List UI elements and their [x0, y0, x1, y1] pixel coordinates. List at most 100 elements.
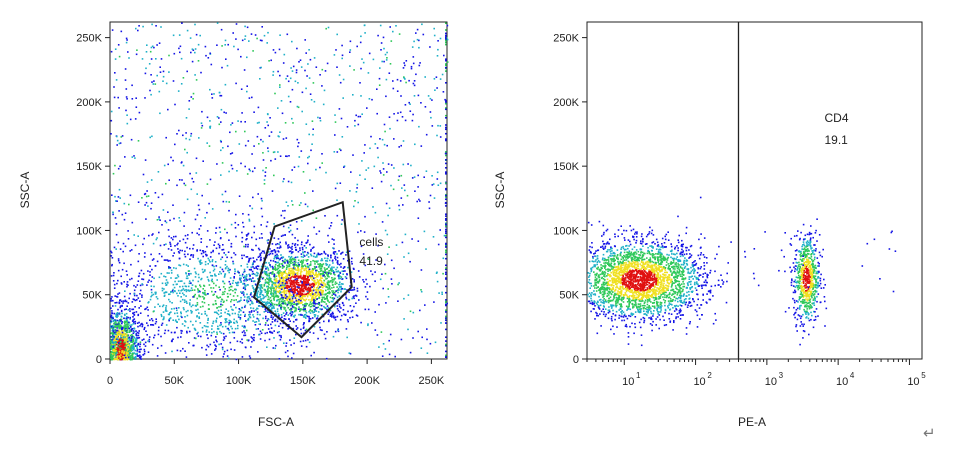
event-dot — [340, 314, 343, 317]
event-dot — [320, 286, 322, 288]
event-dot — [322, 275, 324, 277]
event-dot — [207, 304, 210, 306]
event-dot — [328, 276, 330, 278]
event-dot — [281, 296, 283, 299]
event-dot — [328, 290, 331, 293]
event-dot — [130, 350, 132, 352]
event-dot — [349, 65, 351, 67]
event-dot — [241, 257, 243, 260]
event-dot — [224, 260, 227, 263]
event-dot — [186, 277, 189, 280]
event-dot — [227, 327, 229, 330]
event-dot — [438, 292, 440, 294]
event-dot — [259, 258, 262, 261]
event-dot — [158, 90, 161, 93]
event-dot — [227, 267, 230, 270]
event-dot — [138, 25, 140, 27]
event-dot — [256, 274, 259, 277]
event-dot — [342, 267, 345, 269]
event-dot — [178, 252, 181, 254]
event-dot — [230, 300, 232, 303]
event-dot — [124, 324, 127, 326]
event-dot — [222, 280, 225, 283]
event-dot — [311, 310, 313, 312]
event-dot — [334, 255, 337, 258]
event-dot — [129, 349, 131, 351]
event-dot — [150, 58, 153, 60]
event-dot — [270, 159, 272, 162]
event-dot — [378, 303, 380, 306]
event-dot — [132, 319, 135, 321]
event-dot — [150, 280, 153, 283]
event-dot — [226, 321, 228, 323]
event-dot — [402, 163, 405, 166]
event-dot — [180, 311, 182, 313]
event-dot — [123, 281, 125, 283]
event-dot — [307, 271, 310, 274]
event-dot — [404, 119, 407, 122]
event-dot — [429, 194, 432, 197]
event-dot — [152, 293, 155, 296]
event-dot — [340, 262, 342, 265]
event-dot — [320, 267, 322, 269]
event-dot — [361, 160, 363, 162]
event-dot — [284, 300, 286, 302]
event-dot — [334, 114, 336, 116]
event-dot — [230, 164, 233, 167]
event-dot — [285, 259, 288, 262]
event-dot — [291, 245, 293, 248]
event-dot — [333, 277, 336, 280]
event-dot — [110, 320, 112, 322]
event-dot — [208, 280, 210, 282]
event-dot — [222, 147, 224, 149]
event-dot — [278, 279, 281, 281]
event-dot — [196, 249, 198, 251]
event-dot — [314, 283, 316, 285]
event-dot — [167, 163, 169, 166]
event-dot — [125, 354, 128, 356]
event-dot — [132, 316, 134, 318]
event-dot — [123, 341, 125, 344]
event-dot — [260, 207, 263, 210]
event-dot — [114, 356, 117, 359]
event-dot — [271, 273, 273, 275]
event-dot — [203, 298, 205, 300]
event-dot — [285, 243, 287, 245]
event-dot — [187, 270, 190, 272]
event-dot — [112, 213, 114, 216]
event-dot — [125, 312, 128, 315]
event-dot — [114, 319, 116, 321]
event-dot — [115, 200, 117, 202]
event-dot — [372, 58, 375, 61]
event-dot — [281, 326, 284, 329]
event-dot — [308, 299, 310, 301]
event-dot — [290, 247, 292, 249]
event-dot — [245, 275, 248, 278]
event-dot — [215, 319, 217, 322]
event-dot — [303, 286, 306, 289]
event-dot — [195, 33, 198, 36]
event-dot — [302, 294, 304, 297]
event-dot — [126, 347, 128, 350]
event-dot — [169, 293, 171, 295]
event-dot — [110, 300, 112, 302]
event-dot — [272, 151, 275, 154]
event-dot — [225, 319, 227, 322]
event-dot — [313, 226, 315, 229]
event-dot — [327, 292, 329, 294]
event-dot — [267, 31, 269, 34]
event-dot — [325, 285, 327, 288]
event-dot — [336, 302, 339, 304]
event-dot — [241, 240, 243, 243]
event-dot — [159, 305, 161, 308]
event-dot — [173, 235, 175, 238]
event-dot — [216, 307, 218, 309]
event-dot — [330, 269, 332, 271]
event-dot — [296, 281, 299, 284]
event-dot — [143, 193, 146, 196]
event-dot — [307, 283, 310, 286]
event-dot — [258, 143, 260, 145]
event-dot — [194, 276, 197, 278]
event-dot — [113, 323, 115, 325]
event-dot — [264, 324, 267, 326]
